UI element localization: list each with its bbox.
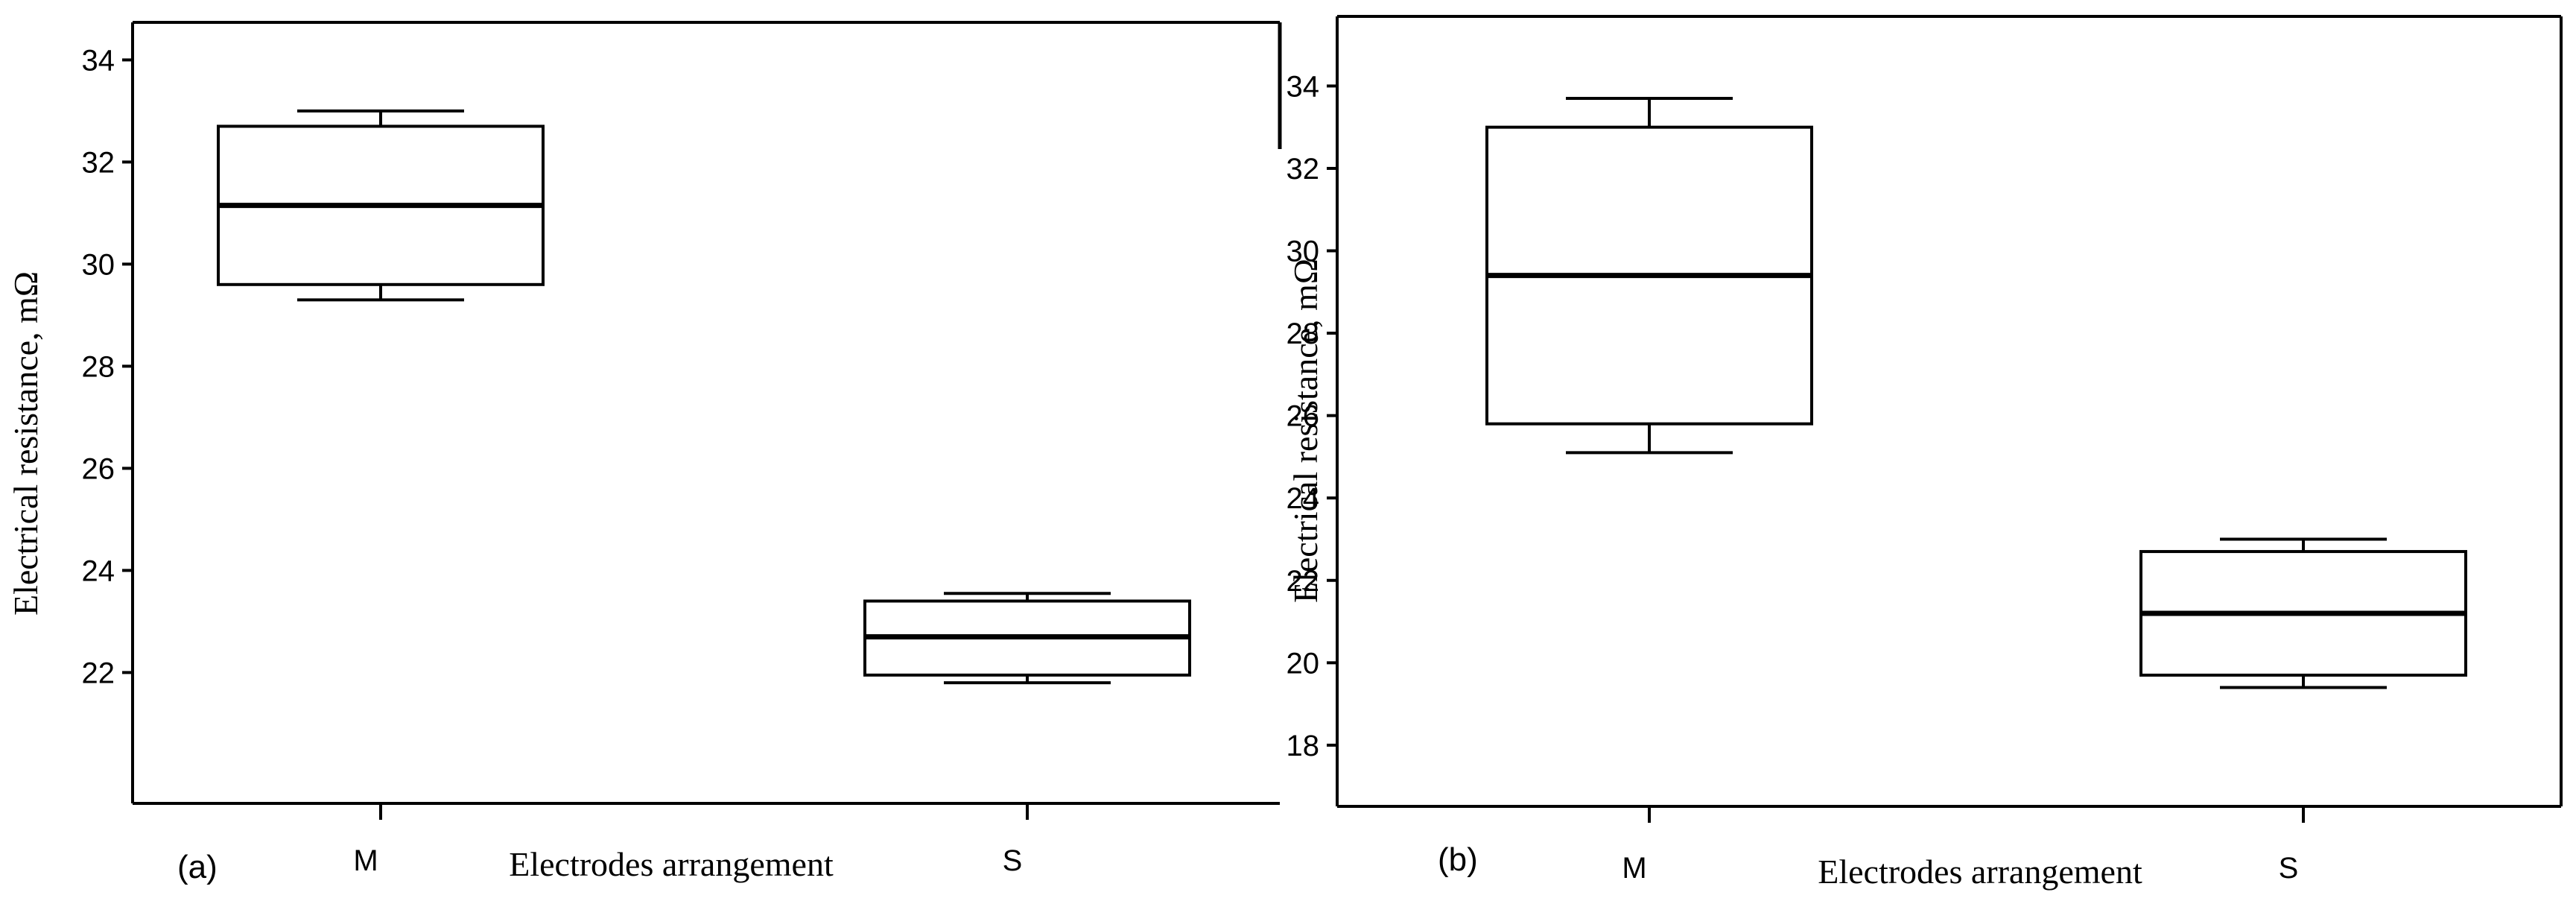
x-tick-label: M [353, 844, 378, 877]
y-axis-title: Electrical resistance, mΩ [1287, 259, 1325, 603]
x-axis-title: Electrodes arrangement [509, 845, 834, 883]
y-tick-label: 26 [1287, 400, 1320, 433]
y-tick-label: 34 [1287, 70, 1320, 103]
y-tick-label: 34 [82, 44, 115, 77]
x-tick-label: S [1003, 844, 1023, 877]
y-tick-label: 32 [1287, 153, 1320, 186]
y-tick-label: 24 [82, 554, 115, 587]
y-tick-label: 32 [82, 146, 115, 179]
x-tick-label: S [2279, 852, 2299, 885]
y-axis-title: Electrical resistance, mΩ [7, 271, 45, 616]
y-tick-label: 30 [1287, 236, 1320, 268]
panel-a: 22 24 26 28 30 32 34 Electrical resistance, mΩ M… [7, 21, 1282, 885]
y-tick-label: 22 [1287, 565, 1320, 598]
x-tick-label: M [1622, 852, 1646, 885]
y-tick-label: 18 [1287, 730, 1320, 762]
y-tick-label: 28 [1287, 317, 1320, 350]
panel-label: (b) [1438, 841, 1478, 878]
y-tick-label: 24 [1287, 482, 1320, 515]
panel-label: (a) [177, 849, 218, 885]
panel-b: 18 20 22 24 26 28 30 32 34 Electrical resistance,… [1287, 15, 2563, 891]
y-tick-label: 26 [82, 452, 115, 485]
y-tick-label: 22 [82, 657, 115, 689]
y-tick-label: 20 [1287, 647, 1320, 680]
y-tick-label: 30 [82, 248, 115, 281]
x-axis-title: Electrodes arrangement [1818, 853, 2142, 891]
y-tick-label: 28 [82, 350, 115, 383]
